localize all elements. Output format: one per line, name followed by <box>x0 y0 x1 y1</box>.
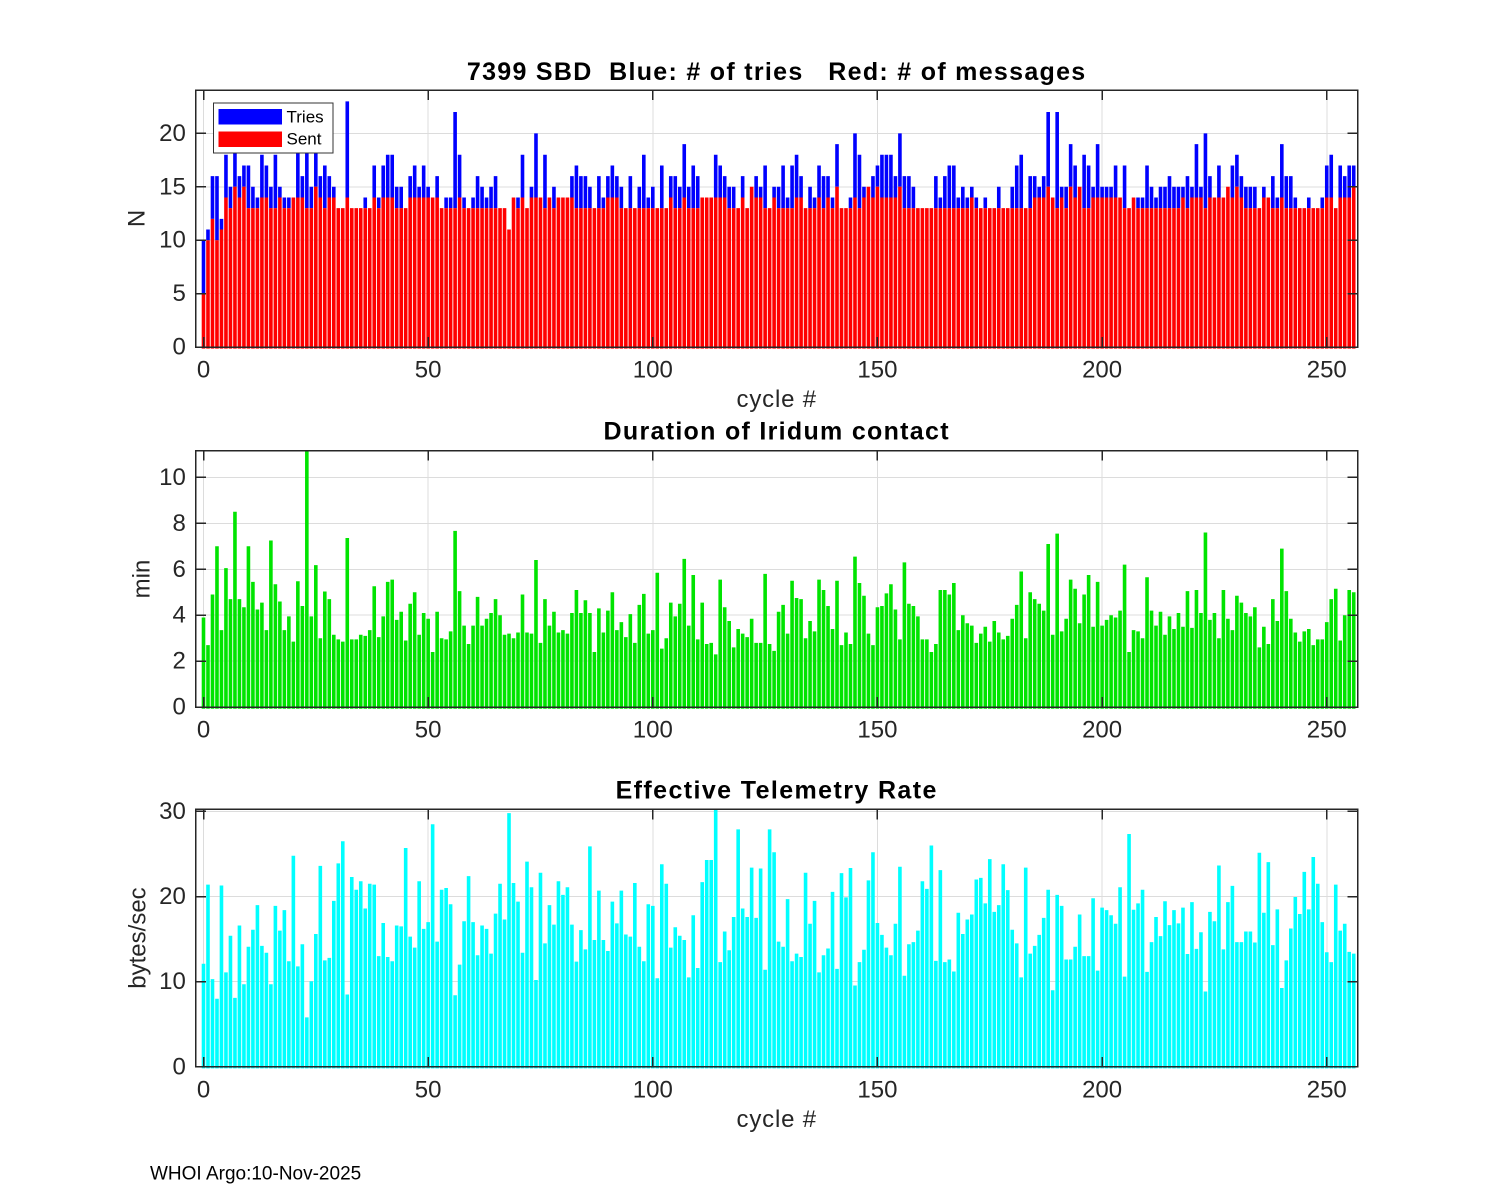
svg-text:Tries: Tries <box>287 107 324 126</box>
svg-text:Duration of Iridum contact: Duration of Iridum contact <box>604 418 950 446</box>
svg-text:150: 150 <box>857 1076 897 1103</box>
svg-text:0: 0 <box>172 334 185 361</box>
svg-text:250: 250 <box>1307 1076 1347 1103</box>
svg-text:10: 10 <box>159 464 186 491</box>
svg-text:Sent: Sent <box>287 130 322 149</box>
svg-text:min: min <box>129 560 156 599</box>
svg-text:20: 20 <box>159 120 186 147</box>
svg-text:50: 50 <box>415 1076 442 1103</box>
svg-text:cycle #: cycle # <box>737 1106 817 1133</box>
svg-text:0: 0 <box>172 1053 185 1080</box>
svg-text:N: N <box>124 210 151 227</box>
svg-text:cycle #: cycle # <box>737 386 817 413</box>
svg-text:0: 0 <box>197 357 210 384</box>
svg-text:15: 15 <box>159 173 186 200</box>
svg-text:250: 250 <box>1307 717 1347 744</box>
svg-text:50: 50 <box>415 717 442 744</box>
svg-text:10: 10 <box>159 227 186 254</box>
svg-text:150: 150 <box>857 717 897 744</box>
svg-text:8: 8 <box>172 510 185 537</box>
svg-text:200: 200 <box>1082 357 1122 384</box>
svg-text:2: 2 <box>172 648 185 675</box>
svg-text:WHOI Argo:10-Nov-2025: WHOI Argo:10-Nov-2025 <box>150 1164 361 1185</box>
svg-text:5: 5 <box>172 280 185 307</box>
svg-text:250: 250 <box>1307 357 1347 384</box>
svg-text:0: 0 <box>197 1076 210 1103</box>
svg-text:bytes/sec: bytes/sec <box>125 887 152 988</box>
svg-text:10: 10 <box>159 968 186 995</box>
svg-text:30: 30 <box>159 798 186 825</box>
svg-text:100: 100 <box>633 1076 673 1103</box>
svg-text:100: 100 <box>633 357 673 384</box>
svg-text:7399 SBD Blue: # of tries R: 7399 SBD Blue: # of tries Red: # of mess… <box>467 58 1087 86</box>
svg-text:50: 50 <box>415 357 442 384</box>
svg-text:0: 0 <box>197 717 210 744</box>
svg-text:4: 4 <box>172 602 185 629</box>
svg-text:100: 100 <box>633 717 673 744</box>
svg-text:150: 150 <box>857 357 897 384</box>
svg-text:200: 200 <box>1082 1076 1122 1103</box>
svg-text:200: 200 <box>1082 717 1122 744</box>
svg-text:20: 20 <box>159 883 186 910</box>
svg-text:0: 0 <box>172 694 185 721</box>
svg-text:6: 6 <box>172 556 185 583</box>
svg-text:Effective Telemetry Rate: Effective Telemetry Rate <box>616 777 938 805</box>
